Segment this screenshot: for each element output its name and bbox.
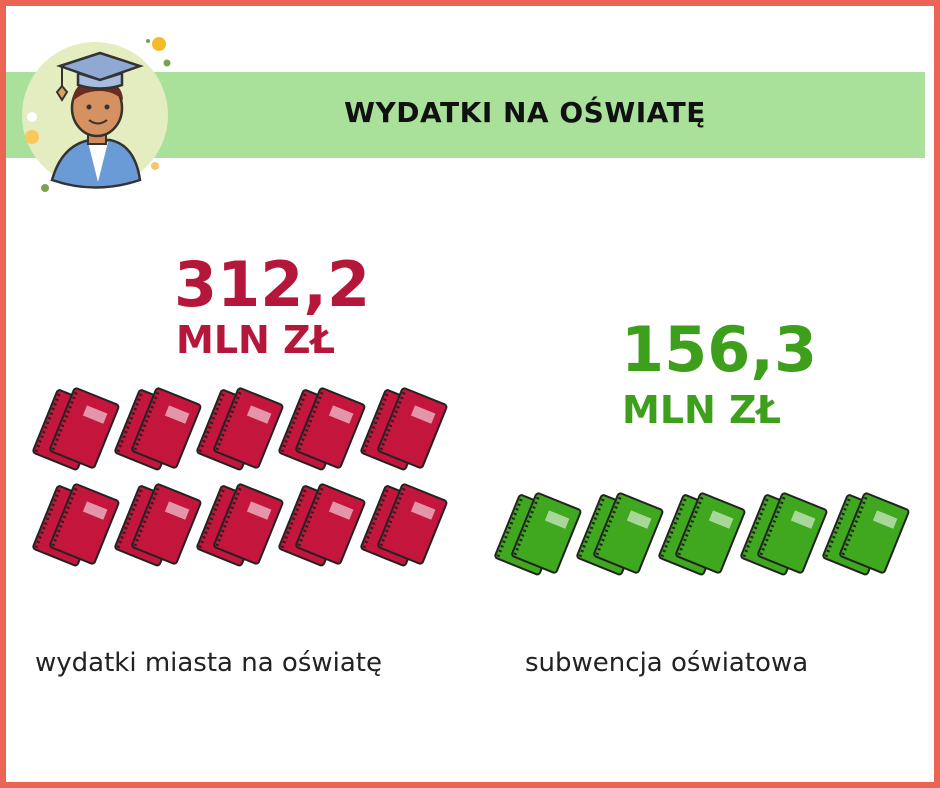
label-subsidy: subwencja oświatowa xyxy=(525,648,809,678)
notebook-icon xyxy=(30,476,121,574)
unit-subsidy: MLN ZŁ xyxy=(622,388,782,432)
notebook-icon xyxy=(574,485,665,583)
graduate-avatar-icon xyxy=(22,37,171,192)
notebook-icon xyxy=(492,485,583,583)
page-title: WYDATKI NA OŚWIATĘ xyxy=(344,96,706,129)
notebook-icon xyxy=(276,380,367,478)
notebook-icon xyxy=(820,485,911,583)
unit-city-spending: MLN ZŁ xyxy=(176,318,336,362)
notebook-icon xyxy=(194,380,285,478)
notebook-icon xyxy=(738,485,829,583)
notebook-icon xyxy=(194,476,285,574)
value-subsidy: 156,3 xyxy=(621,313,818,386)
notebook-icon xyxy=(358,380,449,478)
notebook-icon xyxy=(30,380,121,478)
label-city-spending: wydatki miasta na oświatę xyxy=(35,648,382,678)
notebook-icon xyxy=(276,476,367,574)
notebook-icon xyxy=(112,380,203,478)
notebook-icon xyxy=(656,485,747,583)
notebook-icon xyxy=(358,476,449,574)
notebook-icon xyxy=(112,476,203,574)
value-city-spending: 312,2 xyxy=(174,248,371,321)
